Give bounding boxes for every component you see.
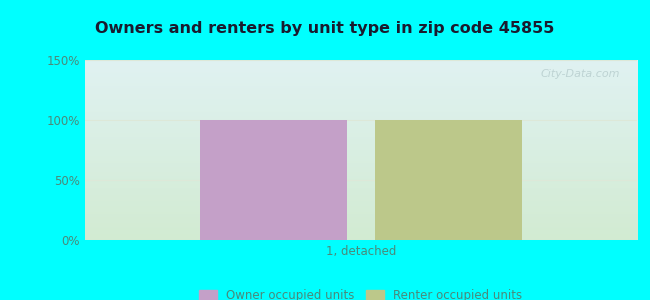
Bar	[374, 120, 522, 240]
Text: Owners and renters by unit type in zip code 45855: Owners and renters by unit type in zip c…	[96, 21, 554, 36]
Text: City-Data.com: City-Data.com	[541, 69, 620, 79]
Bar	[200, 120, 347, 240]
Legend: Owner occupied units, Renter occupied units: Owner occupied units, Renter occupied un…	[196, 286, 526, 300]
